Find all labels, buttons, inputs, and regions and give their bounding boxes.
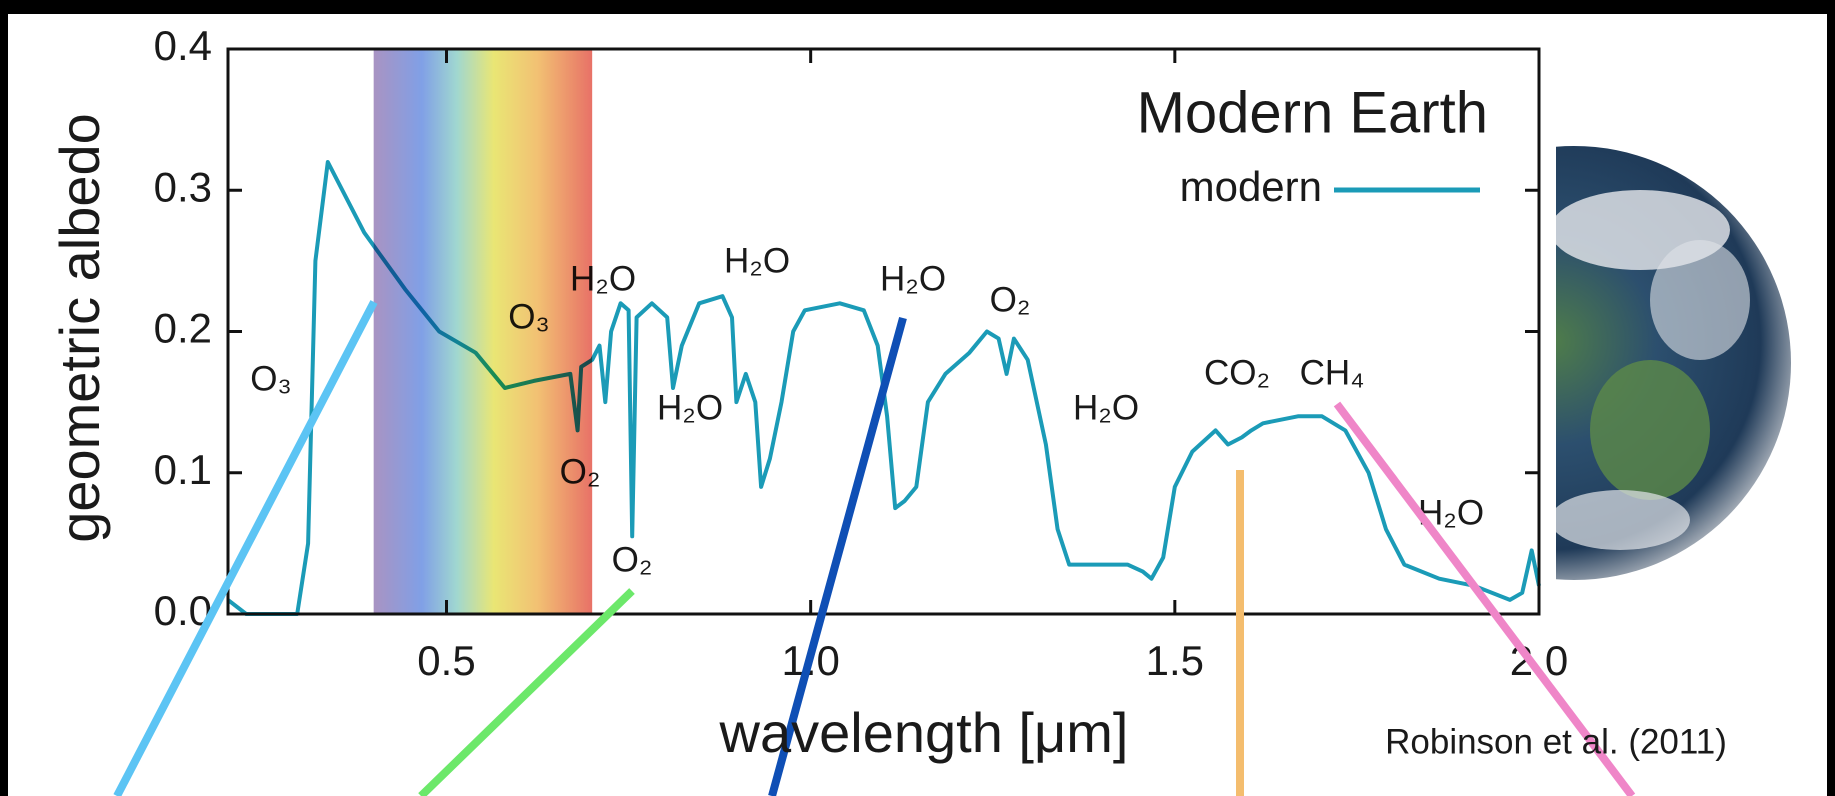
absorption-label: CO₂	[1204, 353, 1270, 392]
y-tick-label: 0.1	[154, 446, 212, 493]
earth-image	[1556, 146, 1791, 580]
absorption-label: H₂O	[1073, 388, 1139, 427]
absorption-label: H₂O	[880, 259, 946, 298]
y-tick-label: 0.3	[154, 163, 212, 210]
absorption-label: O₂	[612, 540, 653, 579]
absorption-label: O₃	[250, 359, 291, 398]
visible-band	[373, 49, 593, 614]
absorption-label: H₂O	[724, 241, 790, 280]
x-tick-label: 1.5	[1146, 637, 1204, 684]
source-note: Robinson et al. (2011)	[1385, 722, 1727, 761]
absorption-label: CH₄	[1300, 353, 1365, 392]
y-tick-label: 0.4	[154, 22, 212, 69]
y-tick-label: 0.2	[154, 305, 212, 352]
pointer-lines	[113, 300, 1636, 796]
absorption-label: O₂	[990, 280, 1031, 319]
absorption-label: H₂O	[657, 388, 723, 427]
spectrum-band	[373, 49, 593, 614]
chart-title: Modern Earth	[1137, 80, 1488, 145]
x-tick-label: 0.5	[417, 637, 475, 684]
legend-label: modern	[1180, 163, 1322, 210]
x-axis-label: wavelength [μm]	[719, 701, 1129, 764]
y-axis-label: geometric albedo	[48, 113, 111, 543]
